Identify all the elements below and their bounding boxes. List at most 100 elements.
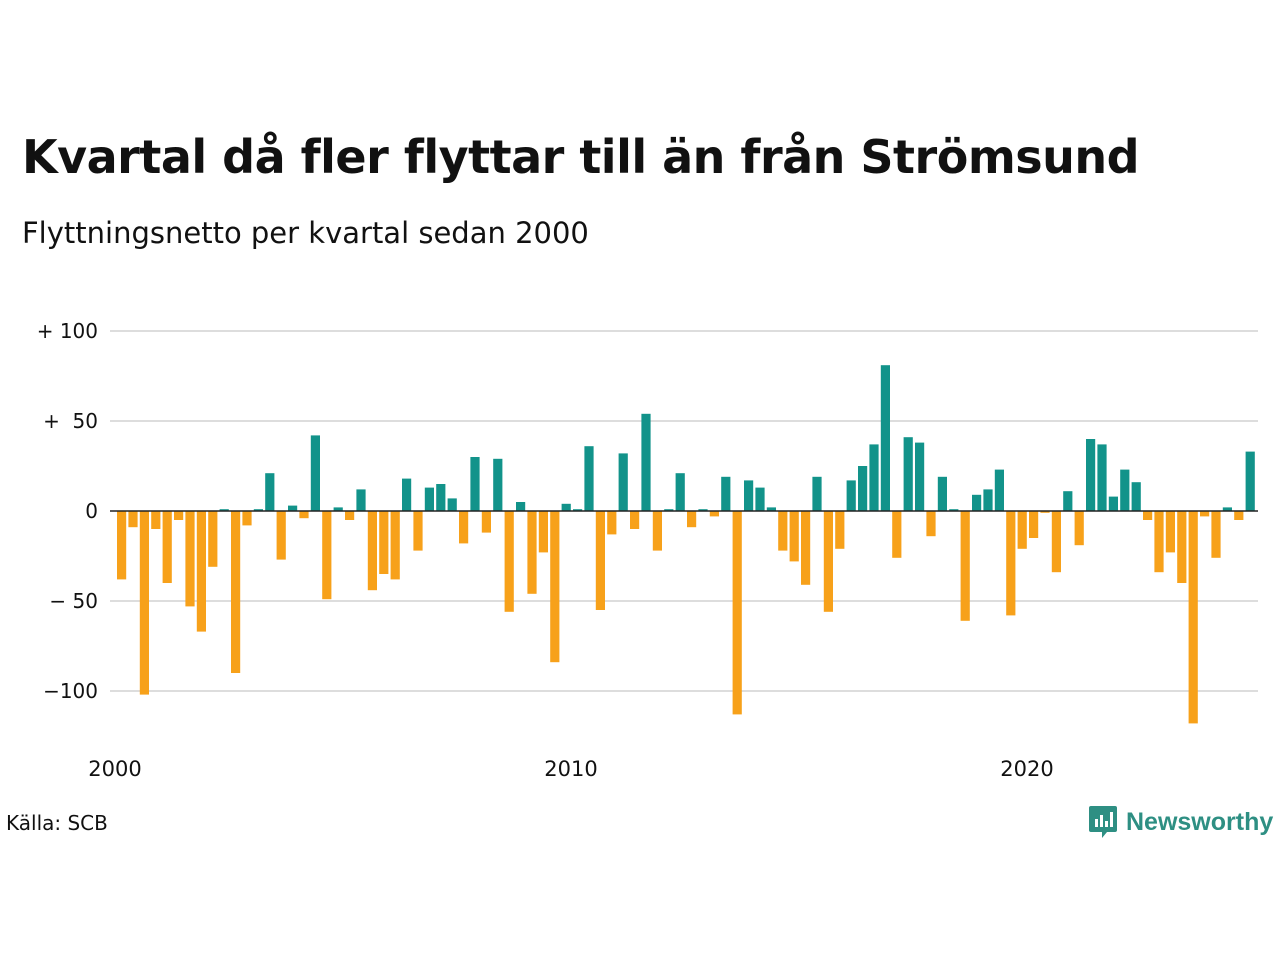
bar [265,473,275,511]
bar [1143,511,1153,520]
bar [652,511,662,551]
bar [436,484,446,511]
bar [778,511,788,551]
bar [835,511,845,549]
bar [744,480,754,511]
y-tick-label: + 100 [37,319,98,343]
bar [1131,482,1141,511]
x-tick-label: 2010 [544,757,597,781]
bar [607,511,617,535]
bar [561,503,571,511]
bar [390,511,400,580]
bar [892,511,902,558]
bar [459,511,469,544]
bar [1040,511,1050,513]
bar [823,511,833,612]
bar [424,487,434,511]
bar [687,511,697,528]
bar [789,511,799,562]
bar [630,511,640,529]
bar [972,494,982,511]
bar [208,511,218,567]
source-note: Källa: SCB [6,811,108,835]
bar [937,476,947,511]
bar [960,511,970,621]
bar [858,466,868,511]
bar [231,511,241,673]
bar [1074,511,1084,546]
bar [1006,511,1016,616]
bar [926,511,936,537]
bar [846,480,856,511]
bar [1051,511,1061,573]
bar [333,507,343,511]
bar [812,476,822,511]
bar [1108,496,1118,511]
bar [1165,511,1175,553]
bar [1200,511,1210,517]
bar [618,453,628,511]
bar [527,511,537,594]
bar [219,509,229,511]
bar [253,509,263,511]
bar [299,511,309,519]
bar [766,507,776,511]
newsworthy-logo-icon [1089,806,1117,838]
x-axis-ticks: 2000 2010 2020 [88,757,1053,781]
bar [1097,444,1107,511]
bar [1029,511,1039,538]
bar [880,365,890,511]
bar [573,509,583,511]
bar [128,511,138,528]
bar [1017,511,1027,549]
bar [949,509,959,511]
y-axis-ticks: + 100 + 50 0 − 50 −100 [37,319,98,703]
bar [276,511,286,560]
bar [1063,491,1073,511]
bar [983,489,993,511]
bar [504,511,514,612]
bar [379,511,389,574]
bar [1154,511,1164,573]
bar [595,511,605,610]
bar [709,511,719,517]
bar [174,511,184,520]
bar [994,469,1004,511]
bar [1120,469,1130,511]
bars [117,365,1255,724]
gridlines [110,330,1258,692]
bar [1188,511,1198,724]
bar [1222,507,1232,511]
bar [310,435,320,511]
bar [1245,451,1255,511]
bar [493,458,503,511]
bar [915,442,925,511]
bar [322,511,332,600]
bar [345,511,355,520]
bar [1234,511,1244,520]
bar [402,478,412,511]
bar [139,511,149,695]
bar [755,487,765,511]
bar [675,473,685,511]
bar [447,498,457,511]
bar [288,505,298,511]
bar [538,511,548,553]
chart-title: Kvartal då fler flyttar till än från Str… [22,130,1140,184]
bar [151,511,161,529]
bar [242,511,252,526]
bar [1177,511,1187,583]
bar [550,511,560,663]
newsworthy-logo[interactable]: Newsworthy [1088,804,1273,840]
bar [1211,511,1221,558]
bar [117,511,127,580]
bar [356,489,366,511]
bar [584,446,594,511]
y-tick-label: 0 [85,499,98,523]
bar [721,476,731,511]
x-tick-label: 2000 [88,757,141,781]
bar [470,457,480,511]
bar-chart: + 100 + 50 0 − 50 −100 2000 2010 2020 [37,319,1258,781]
bar [162,511,172,583]
bar [664,509,674,511]
